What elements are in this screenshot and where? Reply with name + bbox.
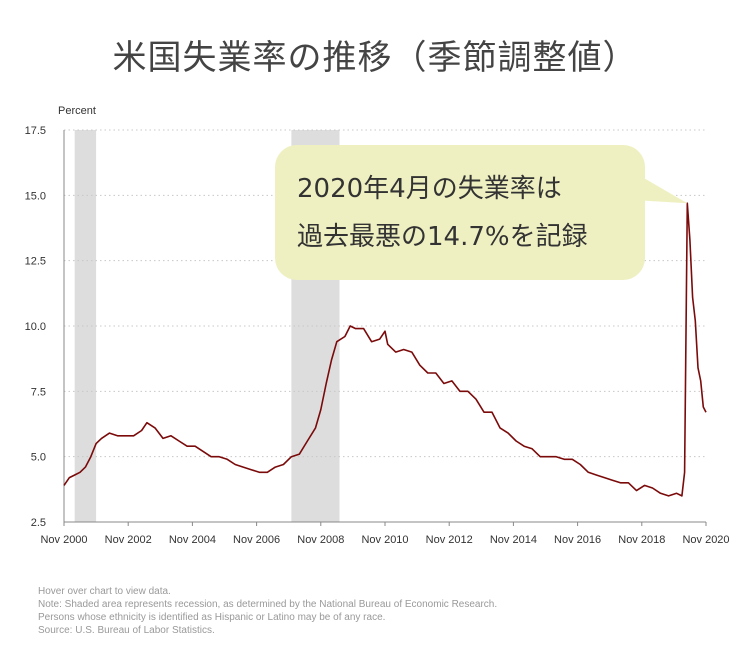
- y-tick-label: 15.0: [25, 190, 46, 202]
- y-axis-label: Percent: [58, 105, 96, 117]
- chart-title: 米国失業率の推移（季節調整値）: [112, 38, 638, 78]
- x-tick-label: Nov 2020: [682, 534, 729, 546]
- unemployment-series-line: [63, 202, 707, 497]
- y-tick-label: 5.0: [31, 452, 46, 464]
- x-tick-label: Nov 2018: [618, 534, 665, 546]
- x-tick-label: Nov 2016: [554, 534, 601, 546]
- x-tick-label: Nov 2000: [40, 534, 87, 546]
- x-tick-label: Nov 2010: [361, 534, 408, 546]
- note-source: Source: U.S. Bureau of Labor Statistics.: [38, 625, 215, 636]
- annotation-callout: [275, 145, 645, 280]
- y-tick-label: 7.5: [31, 386, 46, 398]
- annotation-text: 2020年4月の失業率は 過去最悪の14.7%を記録: [297, 165, 588, 261]
- annotation-line-1: 2020年4月の失業率は: [297, 174, 562, 204]
- chart-notes: Hover over chart to view data. Note: Sha…: [38, 585, 497, 637]
- y-tick-label: 17.5: [25, 125, 46, 137]
- note-recession: Note: Shaded area represents recession, …: [38, 599, 498, 610]
- note-hover: Hover over chart to view data.: [38, 586, 171, 597]
- y-tick-label: 2.5: [31, 517, 46, 529]
- x-tick-label: Nov 2014: [490, 534, 537, 546]
- line-chart[interactable]: Percent 2.5 5.0 7.5 10.0 12.5 15.0 17.5 Nov 200…: [0, 0, 750, 560]
- y-tick-label: 10.0: [25, 321, 46, 333]
- x-tick-label: Nov 2006: [233, 534, 280, 546]
- note-ethnicity: Persons whose ethnicity is identified as…: [38, 612, 386, 623]
- x-tick-label: Nov 2004: [169, 534, 216, 546]
- annotation-line-2: 過去最悪の14.7%を記録: [297, 222, 588, 252]
- y-tick-label: 12.5: [25, 256, 46, 268]
- x-tick-label: Nov 2002: [105, 534, 152, 546]
- x-tick-label: Nov 2008: [297, 534, 344, 546]
- x-tick-label: Nov 2012: [426, 534, 473, 546]
- recession-band: [74, 130, 97, 522]
